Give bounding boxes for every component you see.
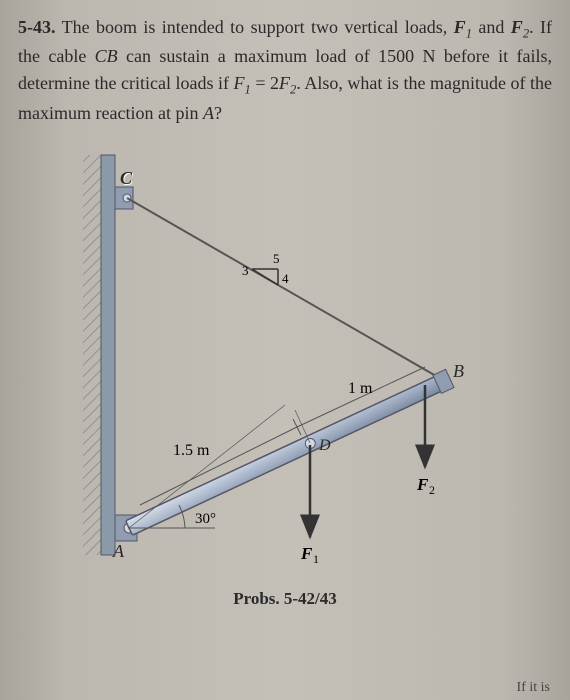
svg-text:2: 2 — [429, 483, 435, 497]
text-p1: The boom is intended to support two vert… — [62, 17, 454, 37]
sym-cb: CB — [95, 46, 118, 66]
svg-text:F: F — [300, 544, 313, 563]
footer-fragment: If it is — [517, 680, 550, 696]
text-p2: and — [472, 17, 511, 37]
wall — [101, 155, 115, 555]
sym-f1: F — [454, 17, 466, 37]
angle-label: 30° — [195, 511, 216, 527]
sym-f2: F — [511, 17, 523, 37]
label-b: B — [453, 361, 464, 381]
tri-4: 4 — [282, 271, 289, 286]
svg-text:1: 1 — [313, 552, 319, 566]
pin-c — [115, 187, 133, 209]
force-f1: F 1 — [300, 445, 319, 566]
sym-a: A — [203, 103, 214, 123]
dim-1-5: 1.5 m — [173, 442, 210, 459]
text-p6: ? — [214, 103, 222, 123]
sym-f2b: F — [279, 73, 290, 93]
tri-5: 5 — [273, 251, 280, 266]
svg-text:F: F — [416, 475, 429, 494]
problem-number: 5-43. — [18, 17, 56, 37]
problem-statement: 5-43. The boom is intended to support tw… — [18, 14, 552, 127]
tri-3: 3 — [242, 263, 249, 278]
dim-1: 1 m — [348, 380, 373, 397]
label-c-shadow: C — [120, 168, 133, 188]
figure: 3 5 4 C C B A D — [65, 145, 505, 583]
text-eq: = 2 — [251, 73, 279, 93]
label-d: D — [318, 437, 331, 454]
cable-cb — [127, 198, 443, 380]
sym-f1b: F — [234, 73, 245, 93]
wall-hatch — [83, 155, 101, 555]
label-a: A — [112, 541, 125, 561]
probs-label: Probs. 5-42/43 — [18, 589, 552, 609]
